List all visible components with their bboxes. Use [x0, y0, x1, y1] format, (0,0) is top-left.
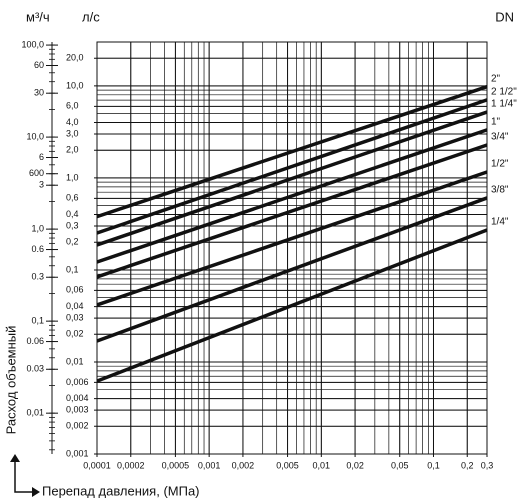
- y-tick-label: 0,1: [66, 264, 79, 274]
- y2-tick-label: 0,01: [26, 408, 44, 418]
- flow-line: [96, 85, 488, 219]
- flow-line: [96, 110, 488, 247]
- flow-line: [96, 170, 488, 307]
- legend-label: 1/2": [491, 159, 509, 170]
- axis-arrow: [14, 460, 32, 493]
- y-tick-label: 0,003: [66, 404, 89, 414]
- y-tick-label: 0,006: [66, 377, 89, 387]
- y-tick-label: 0,001: [66, 448, 89, 458]
- y-tick-label: 0,3: [66, 220, 79, 230]
- y2-tick-label: 0.3: [31, 272, 44, 282]
- y-tick-label: 0,02: [66, 329, 84, 339]
- y-tick-label: 20,0: [66, 53, 84, 63]
- y-tick-label: 4,0: [66, 117, 79, 127]
- y-tick-label: 0,6: [66, 193, 79, 203]
- y-tick-label: 3,0: [66, 128, 79, 138]
- legend-label: 1 1/4": [491, 99, 517, 110]
- y-tick-label: 2,0: [66, 145, 79, 155]
- x-tick-label: 0,0001: [83, 460, 111, 470]
- x-tick-label: 0,02: [346, 460, 364, 470]
- x-tick-label: 0,0002: [117, 460, 145, 470]
- flow-line: [96, 98, 488, 235]
- y2-tick-label: 3: [39, 180, 44, 190]
- y2-tick-label: 100,0: [21, 39, 44, 49]
- x-tick-label: 0,0005: [162, 460, 190, 470]
- y-tick-label: 0,06: [66, 285, 84, 295]
- flow-line: [96, 143, 488, 279]
- arrow-head: [32, 487, 40, 497]
- x-tick-label: 0,05: [391, 460, 409, 470]
- y-tick-label: 0,002: [66, 421, 89, 431]
- y2-tick-label: 6: [39, 152, 44, 162]
- y2-tick-label: 1,0: [31, 223, 44, 233]
- flow-line: [96, 128, 488, 264]
- x-axis-label: Перепад давления, (МПа): [42, 483, 200, 498]
- x-tick-label: 0,2: [461, 460, 474, 470]
- y-tick-label: 0,4: [66, 209, 79, 219]
- x-tick-label: 0,001: [198, 460, 221, 470]
- x-tick-label: 0,002: [232, 460, 255, 470]
- y2-tick-label: 0.03: [26, 364, 44, 374]
- legend-label: 2 1/2": [491, 87, 517, 98]
- legend-label: 3/4": [491, 132, 509, 143]
- y-tick-label: 10,0: [66, 80, 84, 90]
- y2-tick-label: 0.6: [31, 244, 44, 254]
- y-tick-label: 6,0: [66, 101, 79, 111]
- legend-label: 1/4": [491, 217, 509, 228]
- x-tick-label: 0,1: [427, 460, 440, 470]
- y2-tick-label: 0,1: [31, 316, 44, 326]
- flow-line: [96, 196, 488, 343]
- y2-tick-label: 60: [34, 60, 44, 70]
- x-tick-label: 0,005: [276, 460, 299, 470]
- y2-tick-label: 600: [29, 168, 44, 178]
- y2-header: м³/ч: [26, 9, 50, 24]
- y-tick-label: 0,04: [66, 301, 84, 311]
- legend-label: 2": [491, 73, 501, 84]
- legend-header: DN: [495, 9, 514, 24]
- y-axis-label: Расход объемный: [3, 326, 18, 435]
- y-tick-label: 0,2: [66, 237, 79, 247]
- y2-tick-label: 30: [34, 88, 44, 98]
- y2-tick-label: 10,0: [26, 131, 44, 141]
- y-header: л/с: [82, 9, 100, 24]
- y-tick-label: 0,01: [66, 356, 84, 366]
- x-tick-label: 0,3: [481, 460, 494, 470]
- x-tick-label: 0,01: [313, 460, 331, 470]
- arrow-head: [10, 454, 20, 462]
- y-tick-label: 0,004: [66, 393, 89, 403]
- legend-label: 3/8": [491, 185, 509, 196]
- legend-label: 1": [491, 116, 501, 127]
- y-tick-label: 1,0: [66, 172, 79, 182]
- y-tick-label: 0,03: [66, 312, 84, 322]
- y2-tick-label: 0.06: [26, 336, 44, 346]
- flow-line: [96, 228, 488, 383]
